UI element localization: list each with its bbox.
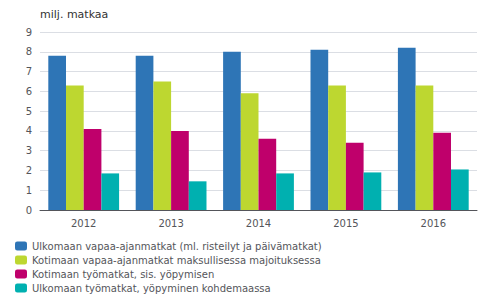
svg-text:Kotimaan vapaa-ajanmatkat maks: Kotimaan vapaa-ajanmatkat maksullisessa … xyxy=(32,255,321,266)
svg-text:2: 2 xyxy=(26,165,32,176)
svg-text:0: 0 xyxy=(26,205,32,216)
svg-text:Ulkomaan työmatkat, yöpyminen: Ulkomaan työmatkat, yöpyminen kohdemaass… xyxy=(32,283,271,294)
svg-text:1: 1 xyxy=(26,185,32,196)
svg-text:8: 8 xyxy=(26,46,32,57)
svg-text:4: 4 xyxy=(26,125,32,136)
svg-text:Kotimaan työmatkat, sis. yöpym: Kotimaan työmatkat, sis. yöpymisen xyxy=(32,269,214,280)
svg-text:2015: 2015 xyxy=(333,218,358,229)
svg-text:6: 6 xyxy=(26,86,32,97)
svg-text:Ulkomaan vapaa-ajanmatkat (ml.: Ulkomaan vapaa-ajanmatkat (ml. risteilyt… xyxy=(32,241,322,252)
svg-text:7: 7 xyxy=(26,66,32,77)
svg-text:5: 5 xyxy=(26,106,32,117)
svg-text:3: 3 xyxy=(26,145,32,156)
svg-text:2016: 2016 xyxy=(421,218,446,229)
svg-text:2014: 2014 xyxy=(246,218,271,229)
svg-text:2013: 2013 xyxy=(158,218,183,229)
svg-text:9: 9 xyxy=(26,27,32,38)
svg-text:milj. matkaa: milj. matkaa xyxy=(40,8,108,21)
svg-text:2012: 2012 xyxy=(71,218,96,229)
